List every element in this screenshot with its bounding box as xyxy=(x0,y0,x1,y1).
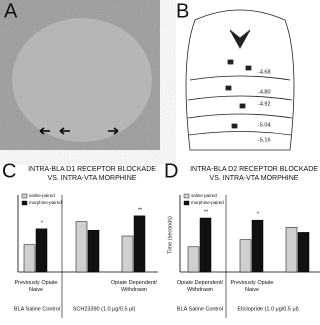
panel-title: VS. INTRA-VTA MORPHINE xyxy=(210,175,299,182)
injection-site xyxy=(245,65,252,71)
condition-label: BLA Saline Control xyxy=(14,306,60,312)
legend-swatch xyxy=(21,193,28,199)
bar xyxy=(75,221,88,273)
bar xyxy=(121,235,134,273)
level-labels: -4.68 -4.80 -4.92 -5.04 -5.16 xyxy=(258,69,271,143)
legend-label: morphine-paired xyxy=(191,200,224,205)
legend-swatch xyxy=(183,193,190,199)
condition-label: SCH23390 (1.0 μg/0.5 μl) xyxy=(73,306,136,312)
significance: ** xyxy=(204,209,209,215)
panel-letter: C xyxy=(2,160,16,182)
legend-label: saline-paired xyxy=(29,193,55,198)
legend-label: morphine-paired xyxy=(29,200,62,205)
section-levels xyxy=(187,75,293,136)
panel-title: INTRA-BLA D1 RECEPTOR BLOCKADE xyxy=(28,166,156,173)
level-label: -4.68 xyxy=(258,69,271,75)
group-label: Previously Opiate Naive xyxy=(14,280,57,293)
legend-label: saline-paired xyxy=(191,193,217,198)
condition-label: BLA Saline Control xyxy=(177,306,223,312)
bar xyxy=(187,246,200,273)
bar xyxy=(23,244,36,273)
panel-letter: B xyxy=(176,0,189,22)
y-label: Time (seconds) xyxy=(167,216,173,254)
bar xyxy=(251,219,264,273)
bar xyxy=(87,229,100,273)
significance: * xyxy=(257,212,260,218)
level-label: -4.80 xyxy=(258,89,271,95)
group-label: Previously Opiate Naive xyxy=(230,280,273,293)
section xyxy=(12,18,152,142)
bar xyxy=(297,232,310,273)
bar xyxy=(133,215,146,273)
panel-c: C INTRA-BLA D1 RECEPTOR BLOCKADE VS. INTRA… xyxy=(2,160,158,318)
injection-site xyxy=(231,123,238,129)
injection-site xyxy=(227,59,234,65)
structure xyxy=(229,29,251,49)
group-label: Opiate Dependent/Withdrawn xyxy=(111,280,158,293)
significance: ** xyxy=(138,207,143,213)
group-label: Opiate Dependent/Withdrawn xyxy=(177,280,224,293)
bar xyxy=(199,217,212,273)
panel-letter: D xyxy=(164,160,178,182)
panel-title: INTRA-BLA D2 RECEPTOR BLOCKADE xyxy=(190,166,318,173)
panel-b: B xyxy=(176,0,295,151)
injection-site xyxy=(239,103,246,109)
bar xyxy=(35,228,48,273)
significance: * xyxy=(41,220,44,226)
bar xyxy=(239,239,252,273)
bar xyxy=(285,227,298,273)
section-outline xyxy=(185,9,295,151)
level-label: -5.16 xyxy=(258,137,271,143)
level-label: -4.92 xyxy=(258,101,271,107)
panel-title: VS. INTRA-VTA MORPHINE xyxy=(48,175,137,182)
panel-letter: A xyxy=(4,0,18,22)
panel-d: D INTRA-BLA D2 RECEPTOR BLOCKADE VS. INTRA… xyxy=(164,160,320,318)
arrows xyxy=(39,127,119,135)
injection-site xyxy=(225,85,232,91)
panel-a: A xyxy=(0,0,160,150)
legend-swatch xyxy=(21,200,28,206)
legend-swatch xyxy=(183,200,190,206)
condition-label: Eticlopride (1.0 μg/0.5 μl) xyxy=(237,306,299,312)
level-label: -5.04 xyxy=(258,122,271,128)
